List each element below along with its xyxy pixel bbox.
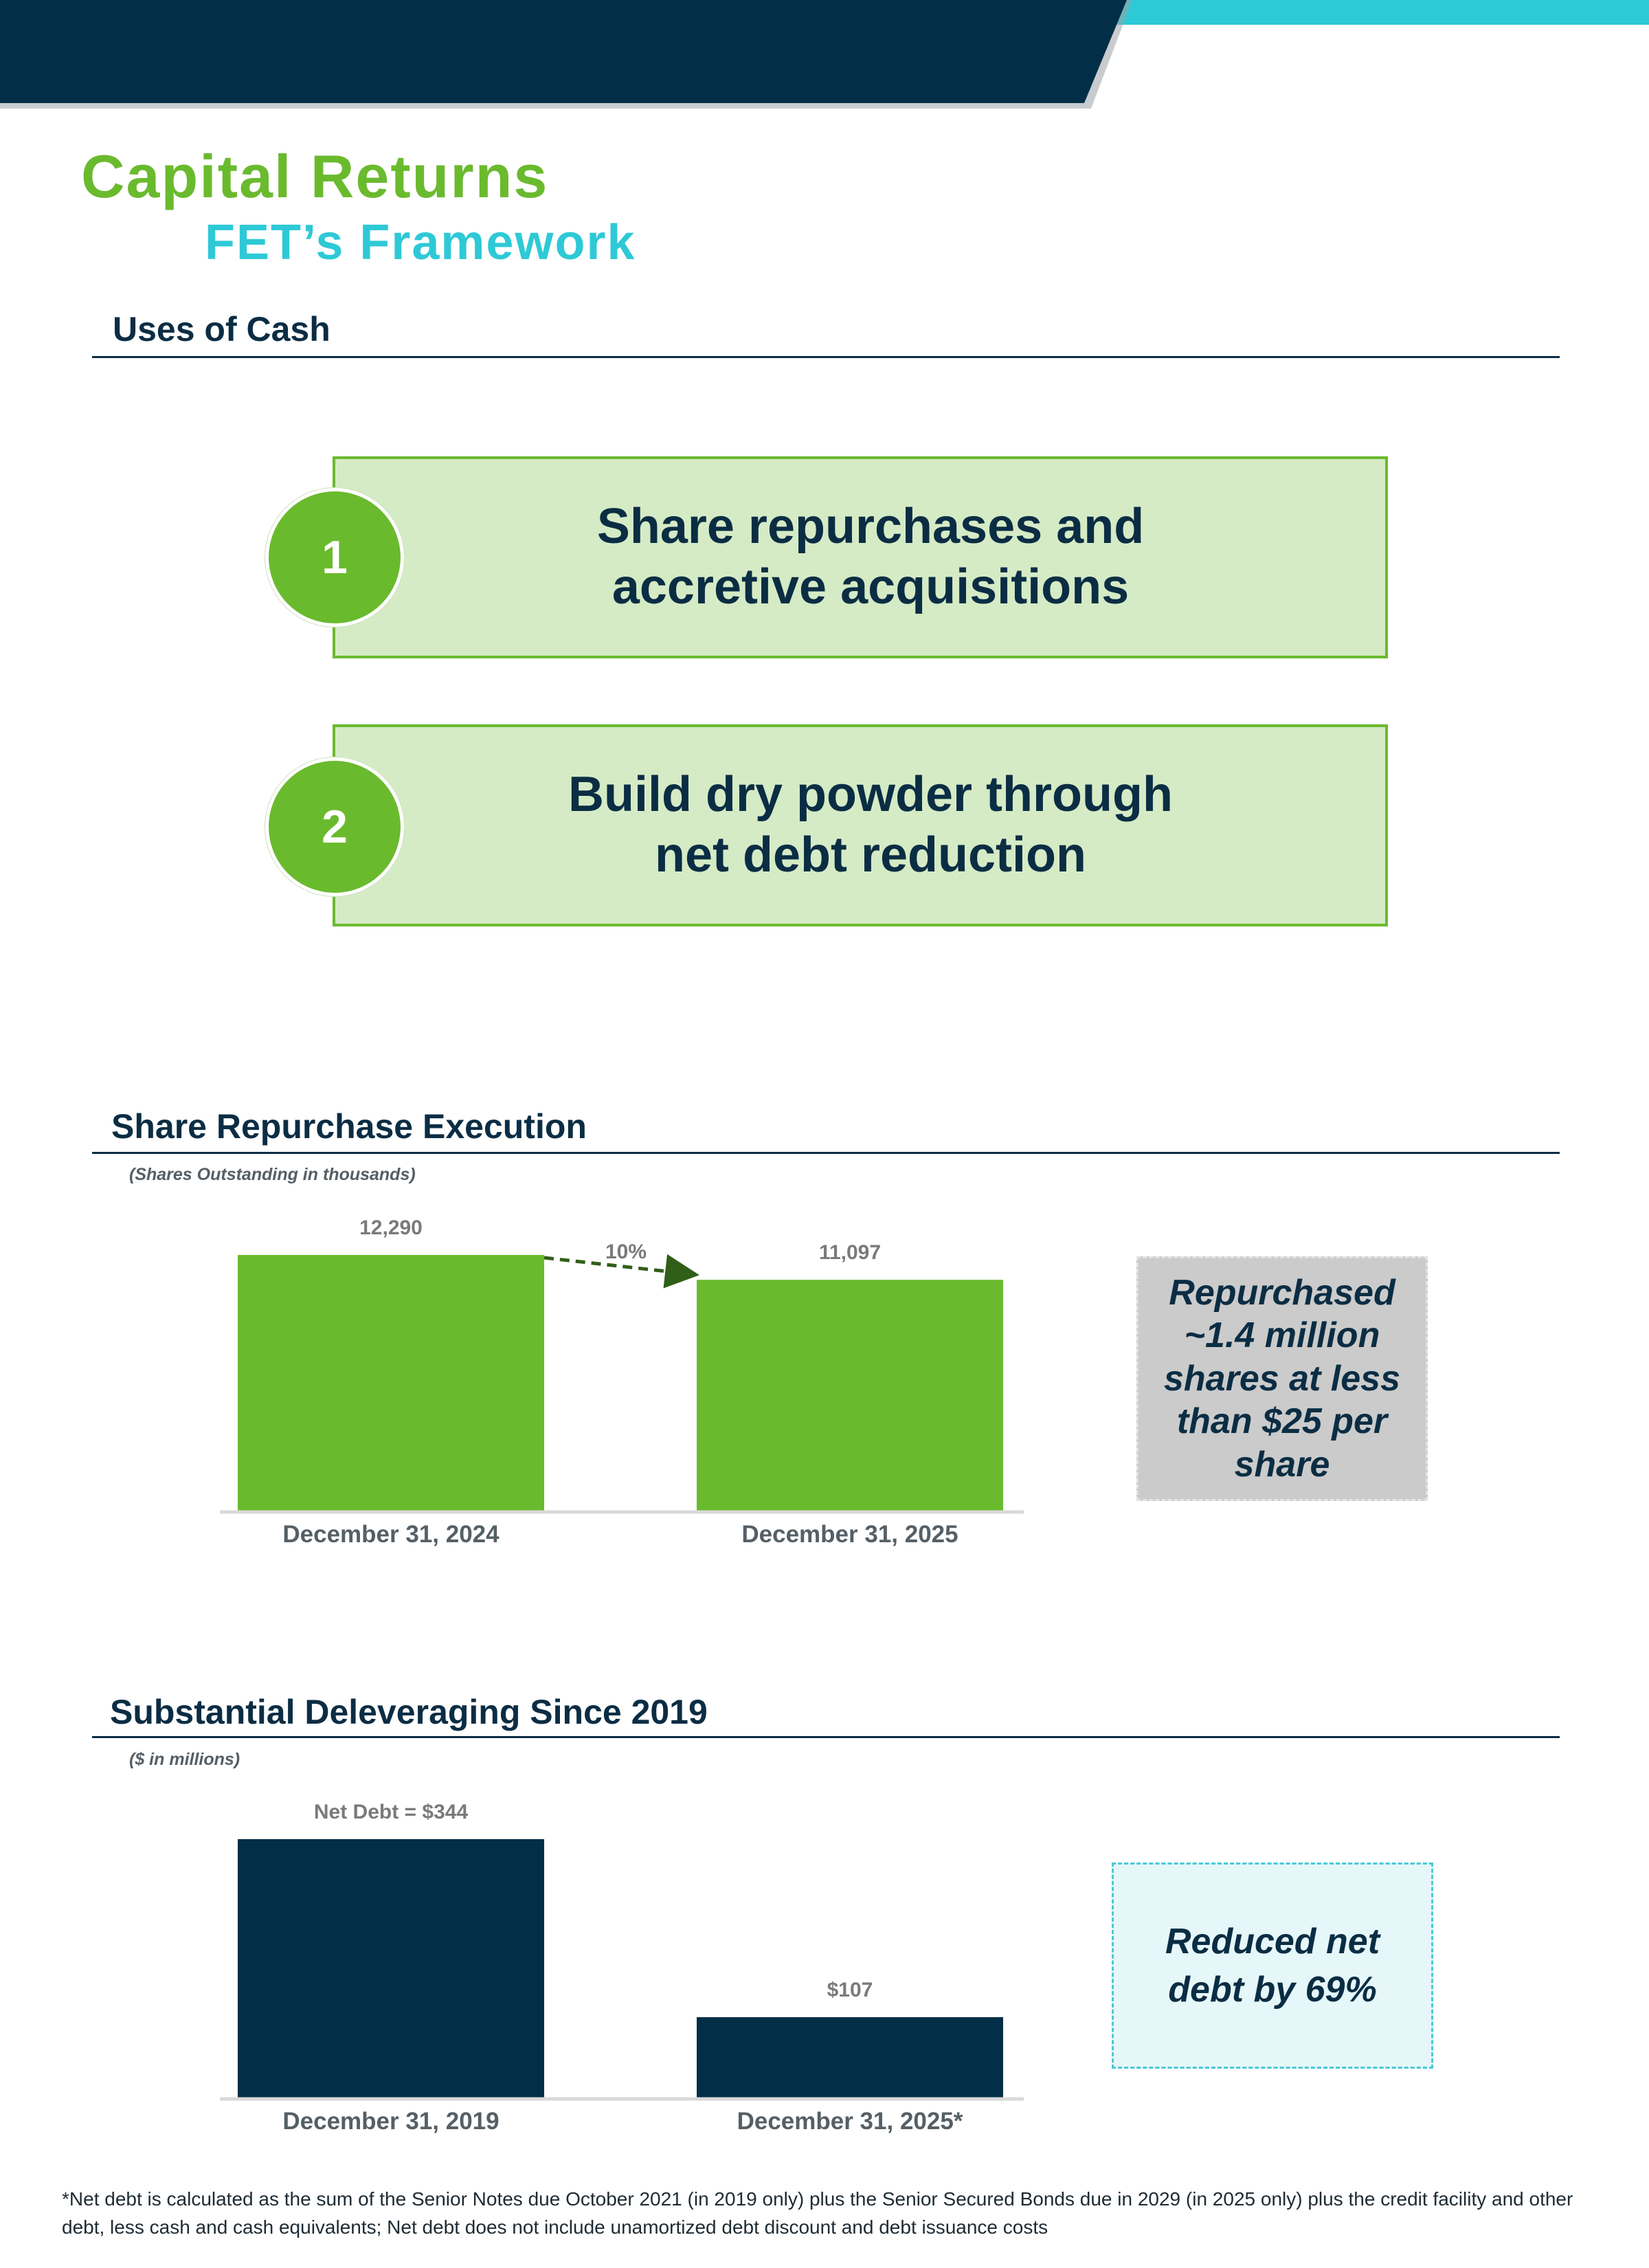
deleveraging-heading: Substantial Deleveraging Since 2019	[110, 1693, 708, 1731]
debt-bar-1	[238, 1839, 544, 2098]
share-repurchase-callout: Repurchased ~1.4 million shares at less …	[1136, 1256, 1428, 1501]
uses-of-cash-heading: Uses of Cash	[113, 310, 330, 348]
debt-category-label-1: December 31, 2019	[282, 2108, 499, 2135]
debt-data-label-1: Net Debt = $344	[314, 1801, 469, 1823]
page-title: Capital Returns	[81, 142, 549, 210]
deleveraging-callout: Reduced net debt by 69%	[1112, 1863, 1433, 2069]
share-repurchase-rule	[92, 1152, 1560, 1154]
shares-change-arrow	[543, 1254, 699, 1289]
shares-category-label-1: December 31, 2024	[282, 1521, 500, 1548]
shares-bar-1	[238, 1255, 544, 1511]
footnote: *Net debt is calculated as the sum of th…	[62, 2188, 1573, 2238]
use-of-cash-number-1: 1	[265, 488, 404, 627]
share-repurchase-heading: Share Repurchase Execution	[111, 1107, 587, 1146]
page-subtitle: FET’s Framework	[205, 215, 636, 270]
header-band	[0, 0, 1649, 109]
shares-category-label-2: December 31, 2025	[741, 1521, 958, 1548]
debt-bar-2	[697, 2017, 1003, 2098]
shares-data-label-1: 12,290	[359, 1216, 423, 1239]
shares-bar-2	[697, 1280, 1003, 1511]
debt-category-label-2: December 31, 2025*	[737, 2108, 963, 2135]
share-repurchase-chart: 12,290 December 31, 2024 11,097 December 31…	[220, 1216, 1024, 1548]
use-of-cash-item-1: Share repurchases and accretive acquisit…	[333, 456, 1388, 658]
deleveraging-note: ($ in millions)	[129, 1750, 240, 1769]
debt-data-label-2: $107	[827, 1979, 873, 2001]
use-of-cash-item-1-text: Share repurchases and accretive acquisit…	[596, 499, 1145, 614]
use-of-cash-number-2: 2	[265, 757, 404, 896]
shares-change-label: 10%	[605, 1241, 647, 1263]
share-repurchase-note: (Shares Outstanding in thousands)	[129, 1165, 416, 1184]
deleveraging-rule	[92, 1736, 1560, 1738]
header-navy-band	[0, 0, 1127, 103]
use-of-cash-item-2: Build dry powder through net debt reduct…	[333, 724, 1388, 926]
header-cyan-stripe	[1099, 0, 1649, 25]
use-of-cash-item-2-text: Build dry powder through net debt reduct…	[568, 767, 1173, 882]
shares-data-label-2: 11,097	[819, 1241, 881, 1264]
uses-of-cash-rule	[92, 356, 1560, 358]
deleveraging-chart: Net Debt = $344 December 31, 2019 $107 Dece…	[220, 1801, 1024, 2135]
